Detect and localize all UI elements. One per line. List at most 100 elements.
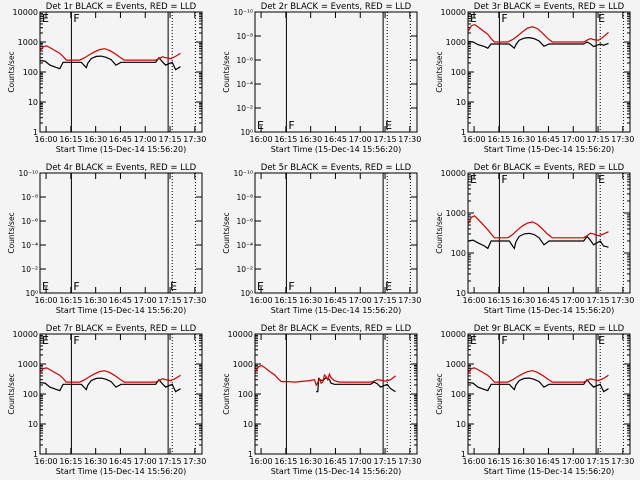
y-tick-label: 10⁰ — [240, 289, 253, 298]
x-tick-label: 16:30 — [299, 296, 322, 305]
lld-series-line — [467, 367, 609, 383]
y-tick-label: 1000 — [18, 360, 38, 369]
x-tick-label: 16:30 — [84, 296, 107, 305]
plot-frame — [467, 172, 631, 294]
y-tick-label: 10⁻⁸ — [21, 193, 38, 202]
marker-label: E — [470, 173, 477, 186]
x-tick-label: 17:15 — [159, 296, 182, 305]
x-tick-label: 16:45 — [324, 457, 347, 466]
marker-label: F — [73, 12, 79, 25]
x-tick-label: 16:30 — [299, 135, 322, 144]
y-tick-label: 1 — [461, 450, 466, 459]
y-tick-label: 1 — [461, 128, 466, 137]
panel-det-5: Det 5r BLACK = Events, RED = LLD 10⁰ 10⁻² 1… — [222, 163, 421, 315]
y-tick-label: 10⁻⁶ — [236, 56, 253, 65]
x-tick-label: 17:00 — [134, 135, 157, 144]
y-tick-label: 10000 — [441, 330, 466, 339]
x-tick-label: 16:45 — [324, 296, 347, 305]
x-tick-label: 16:45 — [109, 457, 132, 466]
x-tick-label: 16:00 — [250, 296, 273, 305]
plot-frame — [254, 333, 418, 455]
panel-title: Det 6r BLACK = Events, RED = LLD — [474, 163, 625, 173]
x-tick-label: 17:30 — [398, 296, 421, 305]
x-tick-label: 16:30 — [512, 135, 535, 144]
x-tick-label: 16:00 — [250, 135, 273, 144]
y-tick-label: 1 — [33, 450, 38, 459]
x-tick-label: 17:30 — [611, 135, 634, 144]
x-tick-label: 16:15 — [274, 135, 297, 144]
marker-label: E — [170, 280, 177, 293]
x-tick-label: 17:15 — [374, 457, 397, 466]
marker-label: F — [73, 280, 79, 293]
x-axis-label: Start Time (15-Dec-14 15:56:20) — [56, 306, 187, 315]
x-tick-label: 16:30 — [512, 296, 535, 305]
x-axis-label: Start Time (15-Dec-14 15:56:20) — [271, 467, 402, 476]
panel-det-6: Det 6r BLACK = Events, RED = LLD 10 100 100… — [435, 163, 634, 315]
y-tick-label: 100 — [451, 68, 466, 77]
x-tick-label: 17:30 — [398, 457, 421, 466]
x-tick-label: 17:30 — [183, 296, 206, 305]
y-axis-label: Counts/sec — [7, 51, 16, 92]
panel-det-7: Det 7r BLACK = Events, RED = LLD 1 10 100 10… — [7, 324, 206, 476]
x-tick-label: 16:15 — [59, 457, 82, 466]
lld-series-line — [467, 23, 609, 43]
marker-label: E — [470, 12, 477, 25]
y-tick-label: 10⁻¹⁰ — [233, 169, 253, 178]
y-tick-label: 10000 — [441, 169, 466, 178]
marker-label: E — [598, 173, 605, 186]
x-axis-label: Start Time (15-Dec-14 15:56:20) — [484, 145, 615, 154]
x-tick-label: 17:15 — [587, 457, 610, 466]
y-tick-label: 10⁻⁴ — [236, 241, 253, 250]
y-tick-label: 10⁰ — [25, 289, 38, 298]
y-tick-label: 10⁻⁶ — [21, 217, 38, 226]
x-tick-label: 17:15 — [374, 296, 397, 305]
panel-title: Det 8r BLACK = Events, RED = LLD — [261, 324, 412, 334]
x-tick-label: 16:45 — [109, 296, 132, 305]
x-tick-label: 16:15 — [274, 296, 297, 305]
y-axis-label: Counts/sec — [222, 373, 231, 414]
events-series-line — [467, 36, 609, 50]
y-axis-label: Counts/sec — [7, 212, 16, 253]
x-tick-label: 17:15 — [159, 135, 182, 144]
y-axis-label: Counts/sec — [435, 373, 444, 414]
lld-series-line — [39, 45, 181, 61]
x-tick-label: 17:00 — [349, 296, 372, 305]
y-tick-label: 100 — [238, 390, 253, 399]
y-tick-label: 10⁻² — [236, 104, 253, 113]
x-tick-label: 16:45 — [537, 135, 560, 144]
y-tick-label: 10⁻⁴ — [236, 80, 253, 89]
x-tick-label: 17:30 — [398, 135, 421, 144]
panel-title: Det 7r BLACK = Events, RED = LLD — [46, 324, 197, 334]
y-tick-label: 10⁻⁶ — [236, 217, 253, 226]
lld-series-line — [467, 215, 609, 239]
x-axis-label: Start Time (15-Dec-14 15:56:20) — [484, 306, 615, 315]
x-tick-label: 17:15 — [587, 296, 610, 305]
x-tick-label: 17:30 — [183, 457, 206, 466]
y-tick-label: 10⁻¹⁰ — [18, 169, 38, 178]
marker-label: E — [598, 334, 605, 347]
y-tick-label: 10 — [456, 98, 466, 107]
panel-title: Det 4r BLACK = Events, RED = LLD — [46, 163, 197, 173]
x-tick-label: 16:15 — [59, 296, 82, 305]
y-tick-label: 100 — [23, 68, 38, 77]
marker-label: F — [501, 12, 507, 25]
y-tick-label: 10 — [456, 420, 466, 429]
panel-det-8: Det 8r BLACK = Events, RED = LLD 1 10 100 10… — [222, 324, 421, 476]
x-tick-label: 16:45 — [109, 135, 132, 144]
x-tick-label: 16:30 — [84, 457, 107, 466]
panel-det-4: Det 4r BLACK = Events, RED = LLD 10⁰ 10⁻² 1… — [7, 163, 206, 315]
y-tick-label: 1 — [248, 450, 253, 459]
plot-frame — [39, 333, 203, 455]
x-tick-label: 16:30 — [512, 457, 535, 466]
plot-frame — [39, 172, 203, 294]
y-axis-label: Counts/sec — [435, 51, 444, 92]
panel-det-1: Det 1r BLACK = Events, RED = LLD 1 10 100 10… — [7, 2, 206, 154]
x-tick-label: 16:45 — [537, 296, 560, 305]
events-series-line — [467, 232, 609, 250]
y-tick-label: 10 — [456, 289, 466, 298]
x-tick-label: 16:45 — [537, 457, 560, 466]
y-tick-label: 10000 — [228, 330, 253, 339]
y-tick-label: 10000 — [13, 330, 38, 339]
y-tick-label: 1000 — [18, 38, 38, 47]
x-tick-label: 17:15 — [159, 457, 182, 466]
